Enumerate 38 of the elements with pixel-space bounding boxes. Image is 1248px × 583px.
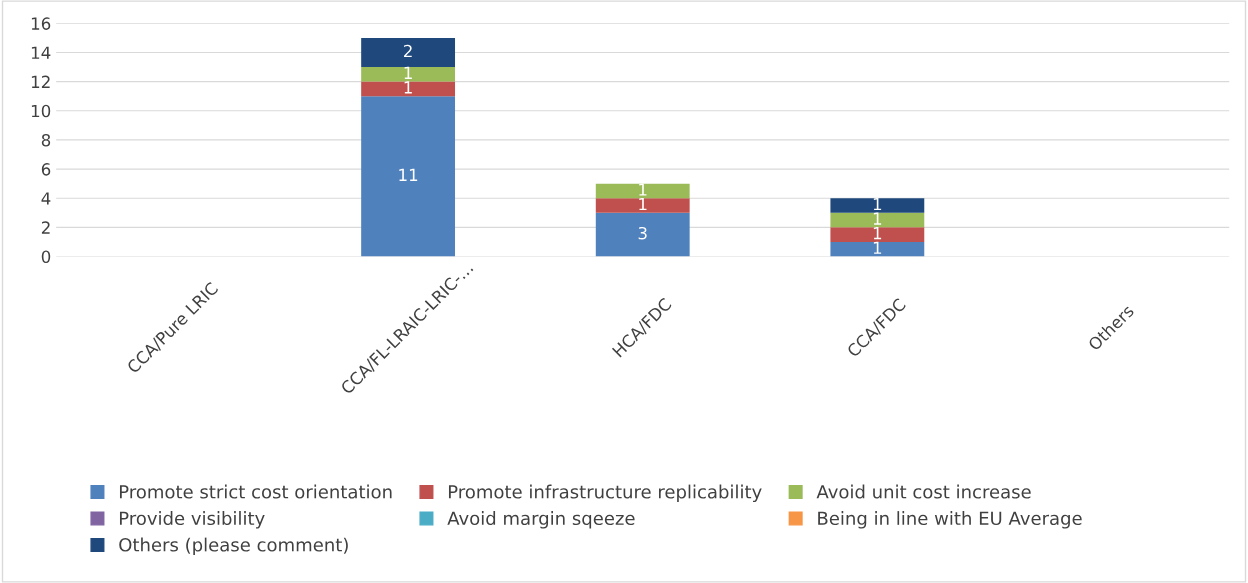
data-label: 1 xyxy=(404,66,412,79)
y-tick-label: 14 xyxy=(31,46,51,59)
legend-label: Avoid margin sqeeze xyxy=(447,511,635,529)
bar xyxy=(361,67,456,82)
data-label: 3 xyxy=(638,226,647,240)
data-label: 1 xyxy=(873,212,882,225)
bar xyxy=(361,96,456,257)
y-tick-label: 8 xyxy=(41,133,51,147)
bar xyxy=(595,198,690,213)
legend-label: Being in line with EU Average xyxy=(818,511,1082,529)
bar xyxy=(830,212,925,228)
legend-label: Promote infrastructure replicability xyxy=(448,484,762,503)
bar xyxy=(361,37,456,68)
legend-label: Others (please comment) xyxy=(119,537,348,556)
data-label: 11 xyxy=(399,168,418,181)
y-tick-label: 10 xyxy=(31,104,51,118)
y-tick-label: 0 xyxy=(41,250,51,264)
y-tick-label: 2 xyxy=(41,221,50,234)
data-label: 1 xyxy=(873,197,882,211)
data-label: 1 xyxy=(873,241,882,254)
bar xyxy=(361,81,456,97)
y-tick-label: 6 xyxy=(41,163,51,176)
legend-label: Promote strict cost orientation xyxy=(119,484,392,499)
y-tick-label: 4 xyxy=(41,192,51,205)
data-label: 1 xyxy=(639,197,647,211)
data-label: 1 xyxy=(639,183,647,196)
legend-label: Provide visibility xyxy=(119,511,265,529)
data-label: 1 xyxy=(873,227,882,240)
data-label: 1 xyxy=(404,81,412,94)
bar xyxy=(830,227,925,242)
data-label: 2 xyxy=(404,44,412,58)
bar xyxy=(595,183,690,199)
y-tick-label: 12 xyxy=(31,75,50,88)
bar xyxy=(830,241,925,257)
y-tick-label: 16 xyxy=(31,17,51,30)
bar xyxy=(830,198,925,213)
bar xyxy=(595,212,690,257)
legend-label: Avoid unit cost increase xyxy=(816,484,1031,499)
